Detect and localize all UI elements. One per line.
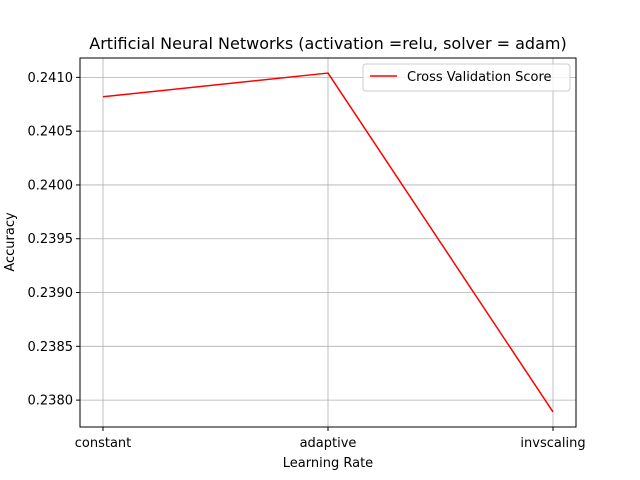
- y-tick-label: 0.2385: [28, 340, 74, 355]
- legend-box: [362, 63, 571, 92]
- y-tick-label: 0.2380: [28, 394, 74, 409]
- y-tick-label: 0.2390: [28, 286, 74, 301]
- y-tick-label: 0.2400: [28, 178, 74, 193]
- x-axis-label: Learning Rate: [283, 456, 373, 471]
- x-tick-label: adaptive: [300, 436, 357, 451]
- series-lines: [102, 72, 554, 413]
- plot-frame: [79, 57, 577, 428]
- x-tick-label: constant: [75, 436, 132, 451]
- legend-label: Cross Validation Score: [407, 70, 552, 85]
- x-tick-label: invscaling: [520, 436, 585, 451]
- y-tick-label: 0.2405: [28, 125, 74, 140]
- legend: Cross Validation Score: [362, 63, 571, 92]
- y-tick-label: 0.2410: [28, 71, 74, 86]
- axis-ticks: constant adaptive invscaling 0.2380 0.2385 0.…: [28, 71, 586, 451]
- chart-title: Artificial Neural Networks (activation =…: [89, 34, 566, 53]
- y-tick-label: 0.2395: [28, 232, 74, 247]
- y-axis-label: Accuracy: [3, 212, 18, 272]
